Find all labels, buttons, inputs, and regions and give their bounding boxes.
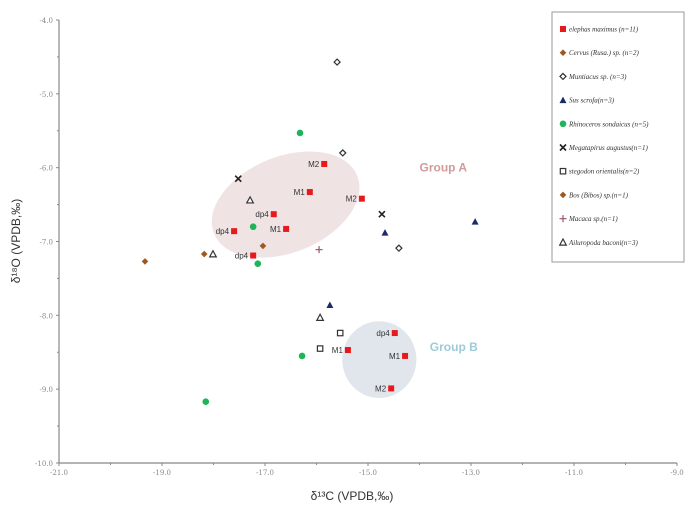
- data-point: [250, 252, 257, 259]
- data-point: [202, 398, 210, 406]
- x-tick-label: -13.0: [462, 469, 480, 477]
- legend-marker: [559, 215, 567, 223]
- legend-entry: elephas maximus (n=11): [569, 26, 639, 34]
- point-label: dp4: [216, 227, 230, 236]
- legend-marker: [558, 237, 568, 246]
- data-point: [200, 250, 208, 258]
- data-point: [296, 129, 304, 137]
- x-tick-label: -17.0: [256, 469, 274, 477]
- point-label: M1: [389, 352, 401, 361]
- point-label: dp4: [376, 329, 390, 338]
- data-point: [336, 329, 344, 337]
- legend-entry: Bos (Bibos) sp.(n=1): [569, 191, 629, 199]
- legend-marker: [559, 143, 567, 152]
- point-label: M2: [346, 195, 358, 204]
- point-label: M1: [294, 188, 306, 197]
- x-tick-label: -9.0: [670, 469, 684, 477]
- x-tick-label: -19.0: [153, 469, 171, 477]
- legend-marker: [559, 49, 567, 56]
- legend-marker: [560, 26, 566, 32]
- group-label: Group B: [430, 340, 478, 354]
- data-point: [326, 301, 334, 308]
- data-point: [381, 229, 389, 236]
- data-point: [298, 352, 306, 360]
- y-tick-label: -9.0: [40, 386, 54, 394]
- y-axis-label: δ¹⁸O (VPDB,‰): [9, 199, 23, 283]
- data-point: [378, 210, 386, 218]
- legend-entry: Macaca sp.(n=1): [568, 215, 618, 223]
- point-label: M2: [375, 384, 387, 393]
- data-point: [338, 149, 347, 157]
- data-point: [208, 249, 218, 258]
- data-point: [283, 225, 290, 232]
- x-axis-label: δ¹³C (VPDB,‰): [311, 489, 394, 503]
- data-point: [254, 260, 262, 267]
- data-point: [315, 312, 325, 321]
- legend-marker: [559, 191, 567, 199]
- group-region: [342, 321, 417, 399]
- data-point: [141, 258, 149, 265]
- data-point: [333, 58, 341, 66]
- data-point: [358, 195, 365, 202]
- legend-entry: Sus scrofa(n=3): [569, 97, 615, 105]
- y-tick-label: -4.0: [40, 17, 54, 25]
- data-point: [315, 246, 323, 254]
- legend-marker: [559, 96, 567, 104]
- point-label: M1: [270, 225, 282, 234]
- legend-entry: Muntiacus sp. (n=3): [568, 73, 627, 81]
- data-point: [344, 347, 351, 354]
- y-tick-label: -10.0: [35, 460, 53, 468]
- data-point: [471, 218, 479, 225]
- legend-marker: [559, 72, 567, 81]
- y-tick-label: -6.0: [40, 165, 54, 173]
- data-point: [321, 160, 328, 167]
- x-tick-label: -21.0: [50, 469, 68, 477]
- data-point: [231, 228, 238, 235]
- group-region: [211, 151, 360, 258]
- legend-entry: stegodon orientalis(n=2): [569, 168, 640, 176]
- data-point: [245, 195, 255, 204]
- point-label: M2: [308, 160, 320, 169]
- legend-entry: Cervus (Rusa.) sp. (n=2): [569, 49, 640, 57]
- data-point: [388, 385, 395, 392]
- x-tick-label: -15.0: [359, 469, 377, 477]
- data-point: [234, 175, 242, 183]
- y-tick-label: -8.0: [40, 312, 54, 320]
- data-point: [316, 345, 324, 352]
- point-label: M1: [332, 346, 344, 355]
- y-tick-label: -5.0: [40, 91, 54, 99]
- legend-marker: [559, 120, 567, 128]
- group-label: Group A: [420, 160, 468, 174]
- point-label: dp4: [235, 252, 249, 261]
- data-point: [306, 189, 313, 196]
- data-point: [249, 223, 257, 231]
- legend-entry: Rhinoceros sondaicus (n=5): [568, 120, 649, 128]
- y-tick-label: -7.0: [40, 239, 54, 247]
- data-point: [395, 244, 403, 252]
- data-point: [270, 211, 277, 218]
- legend-box: [551, 11, 685, 263]
- x-tick-label: -11.0: [565, 469, 583, 477]
- point-label: dp4: [255, 210, 269, 219]
- data-point: [391, 330, 398, 337]
- data-point: [259, 242, 267, 250]
- data-point: [402, 352, 409, 359]
- legend-entry: Ailuropoda baconi(n=3): [568, 239, 638, 247]
- legend-entry: Megatapirus augustus(n=1): [568, 144, 648, 152]
- legend-marker: [559, 167, 567, 175]
